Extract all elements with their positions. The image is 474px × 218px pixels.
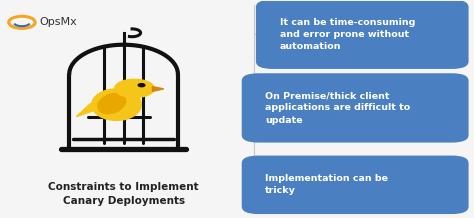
Text: OpsMx: OpsMx: [39, 17, 77, 27]
Text: It can be time-consuming
and error prone without
automation: It can be time-consuming and error prone…: [280, 18, 415, 51]
Text: On Premise/thick client
applications are difficult to
update: On Premise/thick client applications are…: [265, 91, 410, 124]
FancyBboxPatch shape: [242, 73, 469, 143]
Circle shape: [138, 84, 145, 87]
Polygon shape: [153, 87, 164, 92]
Ellipse shape: [98, 94, 126, 114]
Text: Constraints to Implement
Canary Deployments: Constraints to Implement Canary Deployme…: [48, 182, 199, 206]
Text: Implementation can be
tricky: Implementation can be tricky: [265, 174, 388, 195]
Ellipse shape: [91, 89, 141, 120]
Polygon shape: [76, 104, 105, 117]
FancyBboxPatch shape: [256, 0, 469, 69]
FancyBboxPatch shape: [242, 156, 469, 214]
Circle shape: [115, 79, 155, 97]
